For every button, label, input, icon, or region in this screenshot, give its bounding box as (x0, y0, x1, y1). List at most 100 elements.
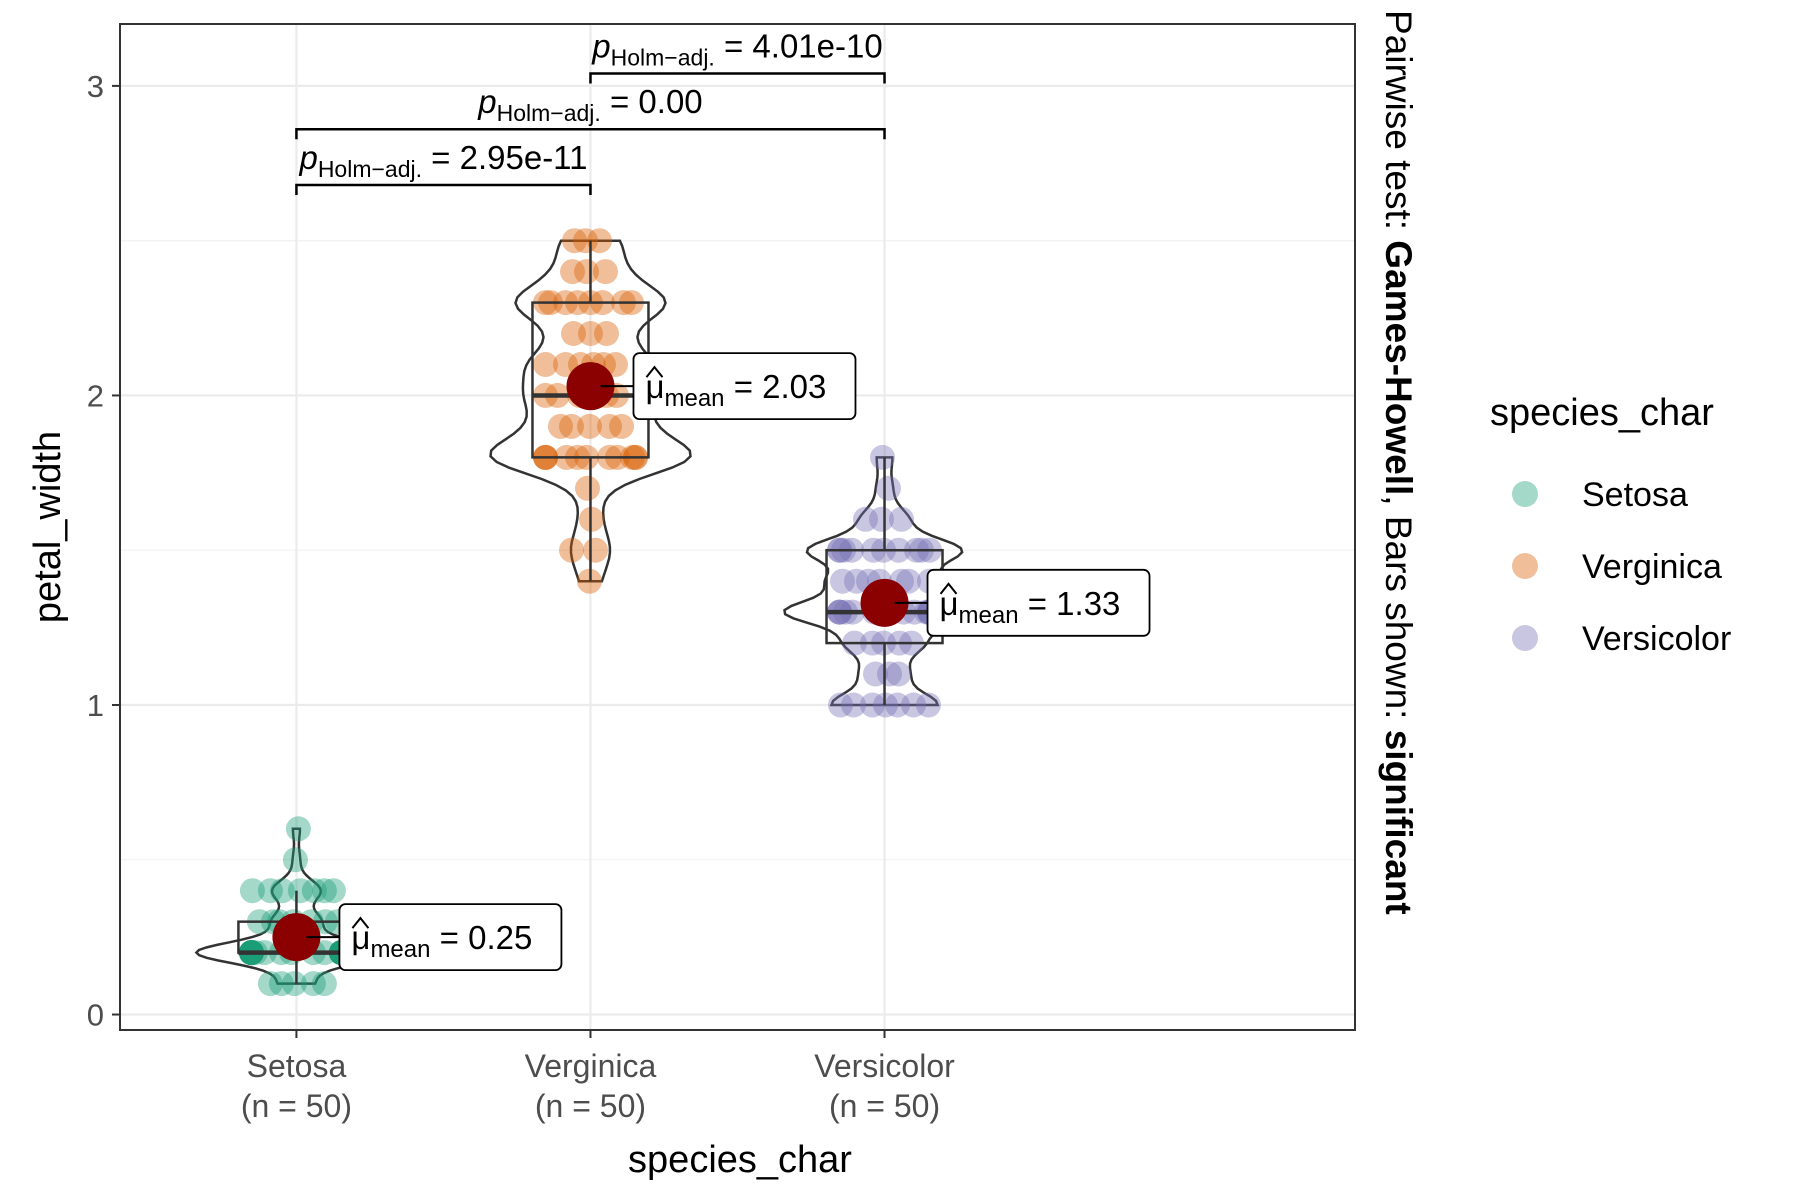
mean-layer: μmean = 0.25 μmean = 2.03 μmean = 1.33 (272, 352, 1151, 972)
data-point (553, 352, 578, 377)
mean-point (272, 913, 321, 962)
legend-label: Setosa (1582, 476, 1688, 514)
data-point (583, 537, 608, 563)
data-point (577, 413, 602, 439)
y-tick-label: 0 (87, 998, 104, 1033)
data-point (285, 816, 311, 842)
hat-accent (939, 582, 958, 595)
data-point (901, 692, 926, 718)
data-point (886, 661, 911, 687)
data-point (889, 506, 914, 532)
data-point (603, 352, 628, 377)
hat-accent (351, 916, 370, 929)
data-point (885, 692, 910, 718)
y-tick-label: 2 (87, 378, 104, 413)
comparison-label: pHolm−adj. = 4.01e-10 (591, 28, 882, 71)
mean-label: μmean = 1.33 (940, 585, 1121, 629)
data-point (869, 506, 894, 532)
data-point (300, 971, 326, 997)
side-caption-middle: , Bars shown: (1378, 495, 1419, 729)
y-tick-label: 3 (87, 69, 104, 104)
mean-label-box (632, 352, 857, 421)
x-tick-label: Verginica (525, 1048, 657, 1084)
comparison-bracket (589, 72, 886, 84)
x-tick-count-label: (n = 50) (241, 1088, 352, 1124)
data-point (873, 692, 898, 718)
data-point (863, 661, 888, 687)
data-point (609, 413, 634, 439)
side-caption-shown: significant (1378, 730, 1419, 915)
data-point (287, 878, 313, 904)
data-point (828, 692, 853, 718)
data-point (257, 971, 283, 997)
data-point (841, 692, 866, 718)
data-point (268, 971, 294, 997)
data-point (587, 228, 612, 254)
data-point (301, 878, 327, 904)
data-point (876, 475, 901, 501)
data-point (562, 228, 587, 254)
mean-point (566, 362, 615, 411)
data-point (533, 352, 558, 377)
comparison-label: pHolm−adj. = 0.00 (477, 83, 702, 126)
data-point (575, 475, 600, 501)
legend-label: Verginica (1582, 548, 1722, 586)
y-axis-title: petal_width (27, 431, 69, 623)
data-point (281, 971, 307, 997)
data-point (574, 259, 599, 285)
axis-layer: 0 1 2 3 Setosa (n = 50) Verginica (n = 50) Versi… (87, 69, 955, 1124)
data-point (282, 847, 308, 873)
data-point (559, 537, 584, 563)
comparison-bracket (295, 127, 886, 140)
side-caption-test: Games-Howell (1378, 240, 1419, 495)
violin-verginica (489, 239, 692, 583)
legend-title: species_char (1490, 392, 1714, 434)
data-point (597, 413, 622, 439)
x-tick-label: Versicolor (814, 1048, 955, 1084)
legend-key (1512, 481, 1538, 507)
data-point (870, 444, 895, 470)
data-point (578, 321, 603, 346)
mean-label-box (926, 568, 1151, 637)
bracket-layer: pHolm−adj. = 2.95e-11 pHolm−adj. = 0.00 pH… (295, 28, 886, 195)
legend: species_char Setosa Verginica Versicolor (1490, 392, 1731, 658)
violin-setosa (194, 827, 399, 985)
mean-label-box (338, 903, 563, 972)
data-point (311, 878, 337, 904)
side-caption: Pairwise test: Games-Howell, Bars shown:… (1378, 10, 1419, 915)
data-point (559, 413, 584, 439)
data-point (593, 259, 618, 285)
comparison-label: pHolm−adj. = 2.95e-11 (298, 139, 587, 182)
data-point (573, 228, 598, 254)
data-point (257, 878, 283, 904)
panel-border (119, 23, 1356, 1031)
data-point (860, 692, 885, 718)
x-tick-label: Setosa (247, 1048, 347, 1084)
mean-point (860, 578, 909, 627)
data-point (830, 568, 855, 594)
data-point (311, 971, 337, 997)
data-point (561, 321, 586, 346)
legend-key (1512, 625, 1538, 651)
data-point (239, 878, 265, 904)
comparison-bracket (295, 183, 592, 195)
mean-label: μmean = 2.03 (645, 368, 826, 412)
data-point (916, 692, 941, 718)
data-point (320, 878, 346, 904)
mean-label: μmean = 0.25 (351, 919, 532, 963)
data-point (548, 413, 573, 439)
data-point (560, 259, 585, 285)
legend-label: Versicolor (1582, 620, 1731, 658)
side-caption-prefix: Pairwise test: (1378, 10, 1419, 240)
data-point (844, 568, 869, 594)
data-point (594, 321, 619, 346)
x-axis-title: species_char (628, 1139, 852, 1181)
y-tick-label: 1 (87, 688, 104, 723)
legend-key (1512, 553, 1538, 579)
x-tick-count-label: (n = 50) (829, 1088, 940, 1124)
x-tick-count-label: (n = 50) (535, 1088, 646, 1124)
data-point (269, 878, 295, 904)
data-point (577, 568, 602, 594)
data-point (853, 506, 878, 532)
